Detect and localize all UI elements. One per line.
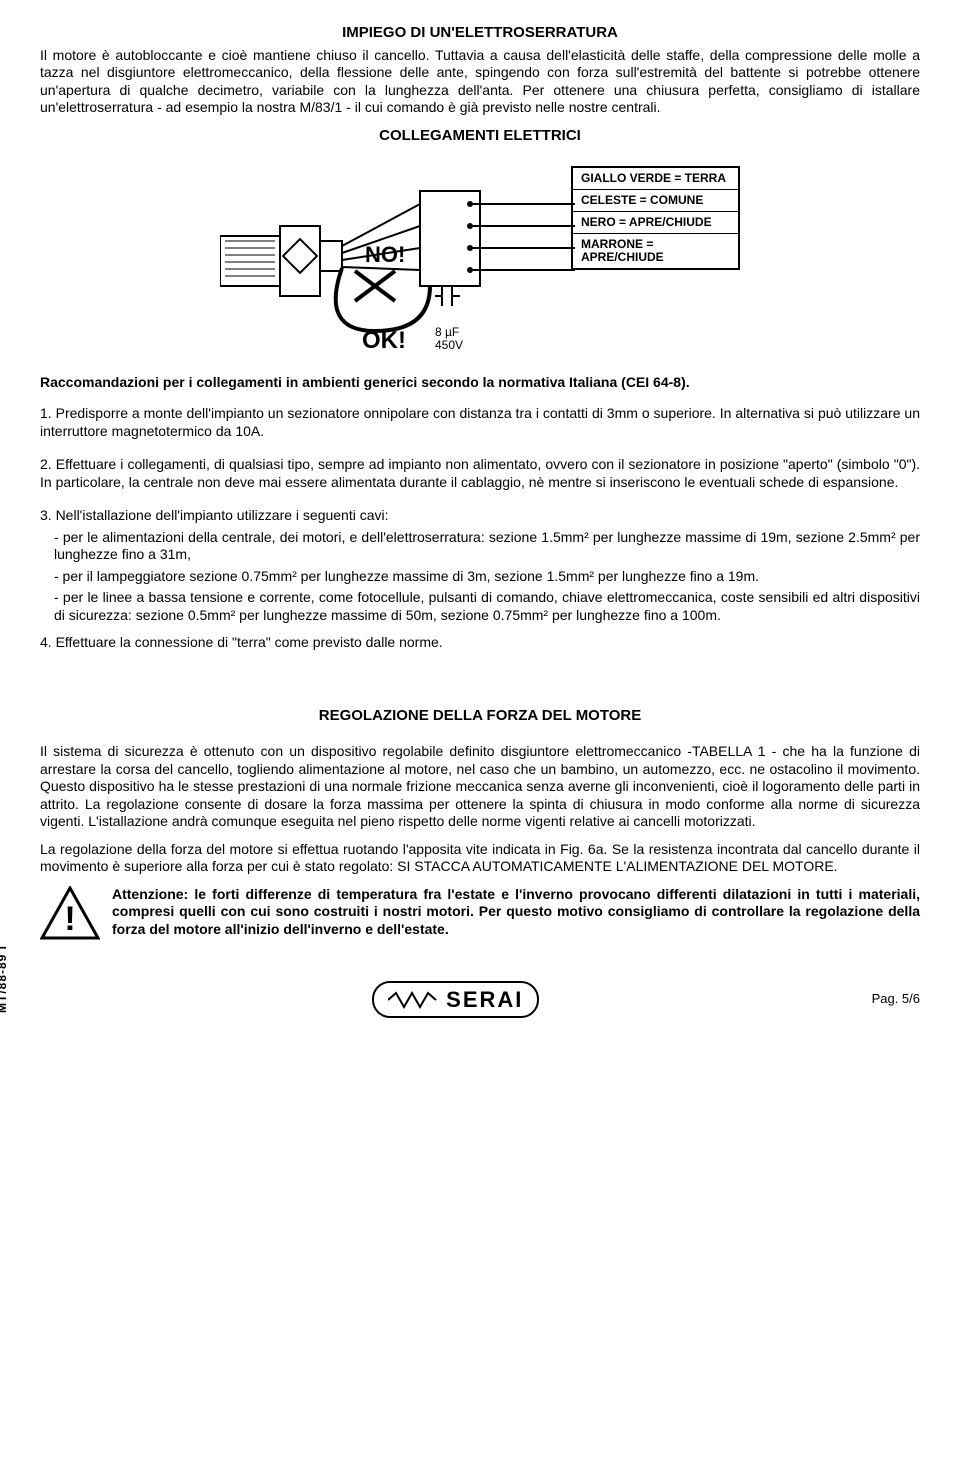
rec-item-3-lead: 3. Nell'istallazione dell'impianto utili… <box>40 507 920 525</box>
rec-item-4: 4. Effettuare la connessione di "terra" … <box>40 634 920 652</box>
cap-value: 8 µF <box>435 325 459 339</box>
warning-text: Attenzione: le forti differenze di tempe… <box>112 886 920 939</box>
section1-body: Il motore è autobloccante e cioè mantien… <box>40 47 920 117</box>
brand-text: SERAI <box>446 986 523 1014</box>
section-title-1: IMPIEGO DI UN'ELETTROSERRATURA <box>40 24 920 43</box>
section-title-2: COLLEGAMENTI ELETTRICI <box>40 127 920 146</box>
brand-logo: SERAI <box>372 981 539 1019</box>
legend-row: CELESTE = COMUNE <box>573 190 738 212</box>
rec-item-3b: - per il lampeggiatore sezione 0.75mm² p… <box>54 568 920 586</box>
legend-row: MARRONE = APRE/CHIUDE <box>573 234 738 268</box>
zigzag-icon <box>388 991 438 1009</box>
section-title-3: REGOLAZIONE DELLA FORZA DEL MOTORE <box>40 707 920 726</box>
rec-item-1: 1. Predisporre a monte dell'impianto un … <box>40 405 920 440</box>
svg-text:!: ! <box>64 900 75 938</box>
rec-item-3c: - per le linee a bassa tensione e corren… <box>54 589 920 624</box>
page-number: Pag. 5/6 <box>872 991 920 1007</box>
doc-code-vertical: MT/88-89 I <box>0 945 10 1013</box>
rec-item-2: 2. Effettuare i collegamenti, di qualsia… <box>40 456 920 491</box>
warning-row: ! Attenzione: le forti differenze di tem… <box>40 886 920 941</box>
legend-row: GIALLO VERDE = TERRA <box>573 168 738 190</box>
warning-icon: ! <box>40 886 100 941</box>
recommendation-heading: Raccomandazioni per i collegamenti in am… <box>40 374 920 392</box>
rec-item-3a: - per le alimentazioni della centrale, d… <box>54 529 920 564</box>
ok-label: OK! <box>362 326 406 356</box>
cap-voltage: 450V <box>435 338 463 352</box>
wire-legend: GIALLO VERDE = TERRA CELESTE = COMUNE NE… <box>571 166 740 271</box>
page-footer: SERAI Pag. 5/6 <box>40 981 920 1019</box>
wiring-diagram: NO! OK! 8 µF 450V GIALLO VERDE = TERRA C… <box>220 156 740 356</box>
no-label: NO! <box>365 241 405 269</box>
capacitor-label: 8 µF 450V <box>435 326 463 352</box>
sec3-p1: Il sistema di sicurezza è ottenuto con u… <box>40 743 920 831</box>
legend-row: NERO = APRE/CHIUDE <box>573 212 738 234</box>
sec3-p2: La regolazione della forza del motore si… <box>40 841 920 876</box>
